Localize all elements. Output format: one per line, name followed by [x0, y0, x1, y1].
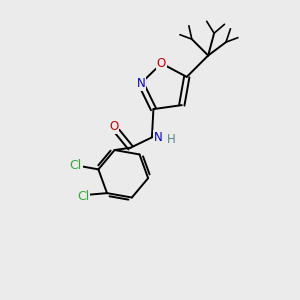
Text: O: O — [109, 120, 118, 134]
Text: N: N — [154, 131, 163, 144]
Text: Cl: Cl — [77, 190, 89, 203]
Text: N: N — [136, 77, 145, 90]
Text: H: H — [167, 133, 176, 146]
Text: Cl: Cl — [69, 159, 82, 172]
Text: O: O — [157, 57, 166, 70]
